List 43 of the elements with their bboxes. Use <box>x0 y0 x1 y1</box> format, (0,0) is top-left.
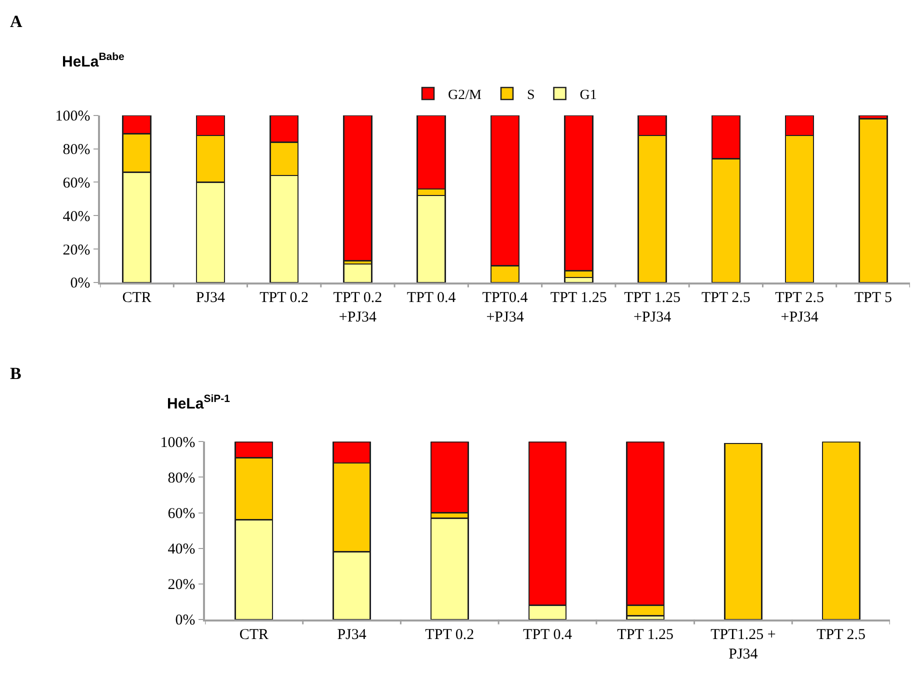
bar <box>343 115 372 262</box>
x-tick-label: TPT 0.4 <box>523 627 572 644</box>
x-tick-label: PJ34 <box>337 627 367 644</box>
y-tick-label: 40% <box>168 542 196 558</box>
y-tick-label: 20% <box>62 242 90 258</box>
x-tick-label: CTR <box>122 290 152 306</box>
x-tick-label: TPT 0.2 <box>425 627 474 644</box>
y-tick-label: 40% <box>62 208 90 225</box>
x-tick-label: TPT 5 <box>854 290 892 306</box>
y-tick-label: 80% <box>168 470 196 486</box>
text: B <box>10 364 22 383</box>
bar <box>858 118 888 282</box>
chart-title: HeLa$^{SiP-1}$ <box>167 393 230 412</box>
x-tick-label: TPT 2.5 <box>816 627 866 644</box>
chart-title: HeLa$^{Babe}$ <box>62 51 125 70</box>
x-tick-label: TPT1.25 + PJ34 <box>710 627 776 663</box>
x-tick-label: TPT 0.2 <box>260 290 309 306</box>
x-tick-label: PJ34 <box>196 290 226 306</box>
legend-label: G2/M <box>448 88 482 103</box>
bar <box>724 442 762 620</box>
x-tick-label: TPT 0.2 +PJ34 <box>333 290 382 326</box>
bar <box>822 442 860 620</box>
bar <box>430 517 469 620</box>
x-tick-label: TPT0.4 +PJ34 <box>482 290 528 326</box>
y-tick-label: 60% <box>168 506 196 522</box>
legend-label: G1 <box>580 88 597 103</box>
y-tick-label: 0% <box>175 612 196 629</box>
y-tick-label: 60% <box>62 175 90 192</box>
y-tick-label: 100% <box>160 434 196 451</box>
x-tick-label: TPT 0.4 <box>406 290 456 306</box>
text: A <box>10 12 23 31</box>
x-tick-label: TPT 1.25 <box>550 290 607 306</box>
bar <box>343 263 372 282</box>
y-tick-label: 80% <box>62 142 90 158</box>
x-tick-label: TPT 2.5 +PJ34 <box>775 290 824 326</box>
legend-label: S <box>527 88 535 103</box>
y-tick-label: 20% <box>168 577 196 594</box>
x-tick-label: CTR <box>239 627 269 644</box>
y-tick-label: 100% <box>55 108 90 125</box>
x-tick-label: TPT 1.25 <box>617 627 674 644</box>
x-tick-label: TPT 1.25 +PJ34 <box>624 290 680 326</box>
y-tick-label: 0% <box>70 276 90 292</box>
x-tick-label: TPT 2.5 <box>701 290 750 306</box>
